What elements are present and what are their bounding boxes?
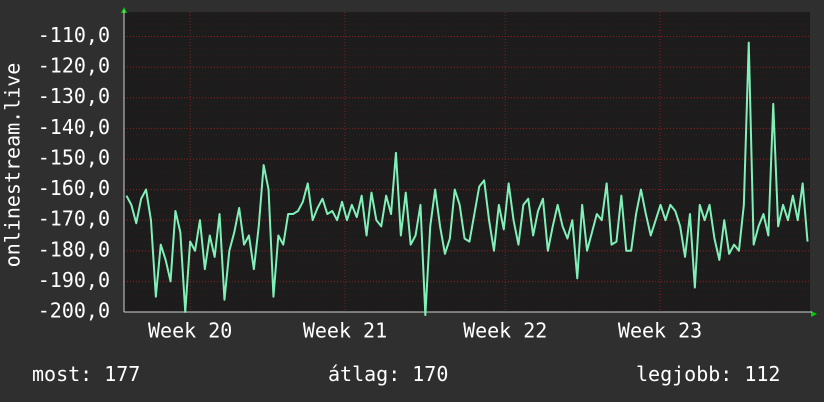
x-tick-label: Week 22 — [463, 319, 547, 343]
stat-value: 112 — [744, 362, 780, 386]
stats: most: 177 átlag: 170 legjobb: 112 — [32, 362, 780, 386]
y-tick-label: -200,0 — [38, 299, 110, 323]
stat: legjobb: 112 — [636, 362, 780, 386]
x-tick-label: Week 23 — [618, 319, 702, 343]
x-tick-label: Week 21 — [303, 319, 387, 343]
stat: most: 177 — [32, 362, 140, 386]
y-tick-label: -170,0 — [38, 207, 110, 231]
y-tick-label: -140,0 — [38, 115, 110, 139]
x-tick-label: Week 20 — [148, 319, 232, 343]
stat-value: 177 — [104, 362, 140, 386]
stat-label: most: — [32, 362, 92, 386]
y-tick-label: -150,0 — [38, 145, 110, 169]
stat: átlag: 170 — [328, 362, 448, 386]
stat-label: átlag: — [328, 362, 400, 386]
y-tick-label: -130,0 — [38, 84, 110, 108]
stat-label: legjobb: — [636, 362, 732, 386]
data-line — [125, 41, 809, 317]
y-tick-label: -180,0 — [38, 237, 110, 261]
y-tick-label: -120,0 — [38, 54, 110, 78]
axis-arrow — [811, 311, 817, 317]
y-tick-label: -190,0 — [38, 268, 110, 292]
y-tick-label: -160,0 — [38, 176, 110, 200]
y-axis-label: onlinestream.live — [1, 63, 25, 268]
stat-value: 170 — [412, 362, 448, 386]
y-tick-label: -110,0 — [38, 23, 110, 47]
